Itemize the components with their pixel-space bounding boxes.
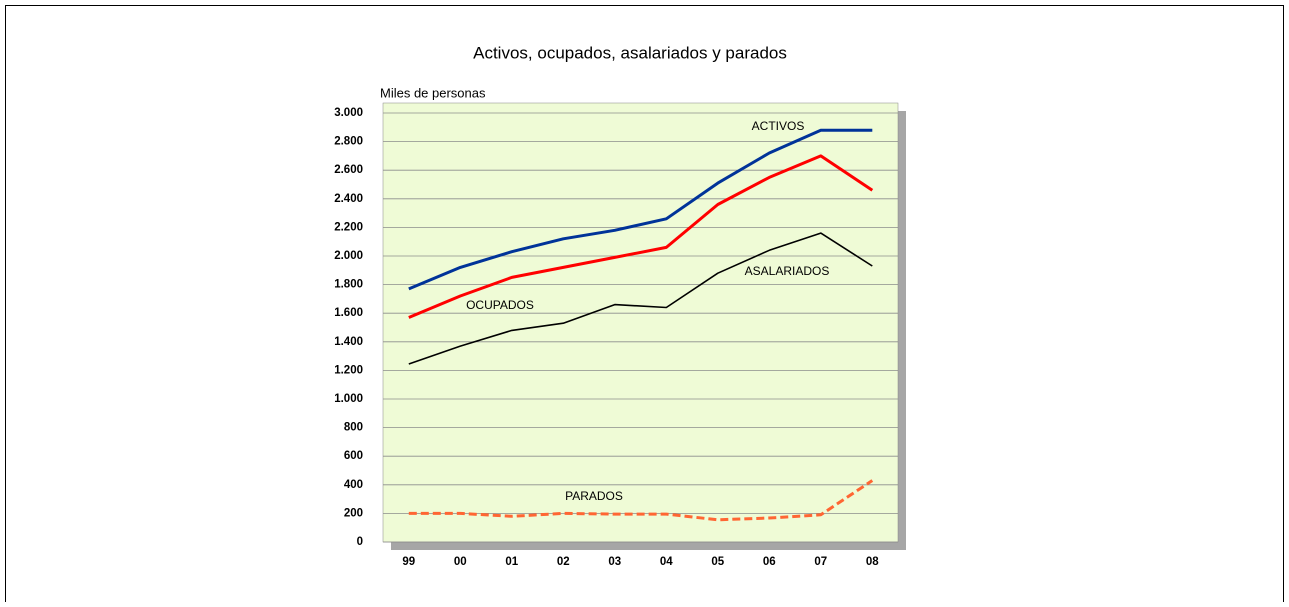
x-tick-label: 04	[660, 556, 673, 568]
frame	[5, 5, 1284, 602]
x-tick-label: 02	[557, 556, 570, 568]
y-tick-label: 600	[344, 450, 363, 462]
y-tick-label: 2.200	[334, 221, 363, 233]
y-tick-label: 1.400	[334, 336, 363, 348]
y-axis-title: Miles de personas	[380, 85, 486, 100]
series-line	[408, 128, 873, 291]
y-tick-label: 400	[344, 479, 363, 491]
y-tick-label: 200	[344, 507, 363, 519]
y-tick-label: 2.000	[334, 250, 363, 262]
chart-title: Activos, ocupados, asalariados y parados	[473, 43, 787, 62]
plot-area	[382, 102, 899, 543]
y-tick-label: 2.600	[334, 164, 363, 176]
y-tick-label: 1.600	[334, 307, 363, 319]
x-tick-label: 00	[454, 556, 467, 568]
y-tick-label: 0	[357, 536, 363, 548]
x-tick-label: 07	[814, 556, 827, 568]
series-line	[408, 154, 874, 319]
series-label: OCUPADOS	[466, 298, 534, 312]
x-tick-label: 01	[505, 556, 518, 568]
y-tick-label: 3.000	[334, 107, 363, 119]
x-tick-label: 06	[763, 556, 776, 568]
series-line	[408, 479, 874, 522]
series-label: ACTIVOS	[752, 119, 805, 133]
series-label: PARADOS	[565, 489, 623, 503]
y-tick-label: 1.000	[334, 393, 363, 405]
x-tick-label: 99	[402, 556, 415, 568]
x-tick-label: 08	[866, 556, 879, 568]
y-tick-label: 800	[344, 422, 363, 434]
x-tick-label: 05	[711, 556, 724, 568]
y-tick-label: 1.200	[334, 364, 363, 376]
x-tick-label: 03	[608, 556, 621, 568]
y-tick-label: 2.400	[334, 193, 363, 205]
series-label: ASALARIADOS	[745, 264, 830, 278]
y-tick-label: 1.800	[334, 279, 363, 291]
y-tick-label: 2.800	[334, 136, 363, 148]
series-line	[408, 232, 873, 365]
